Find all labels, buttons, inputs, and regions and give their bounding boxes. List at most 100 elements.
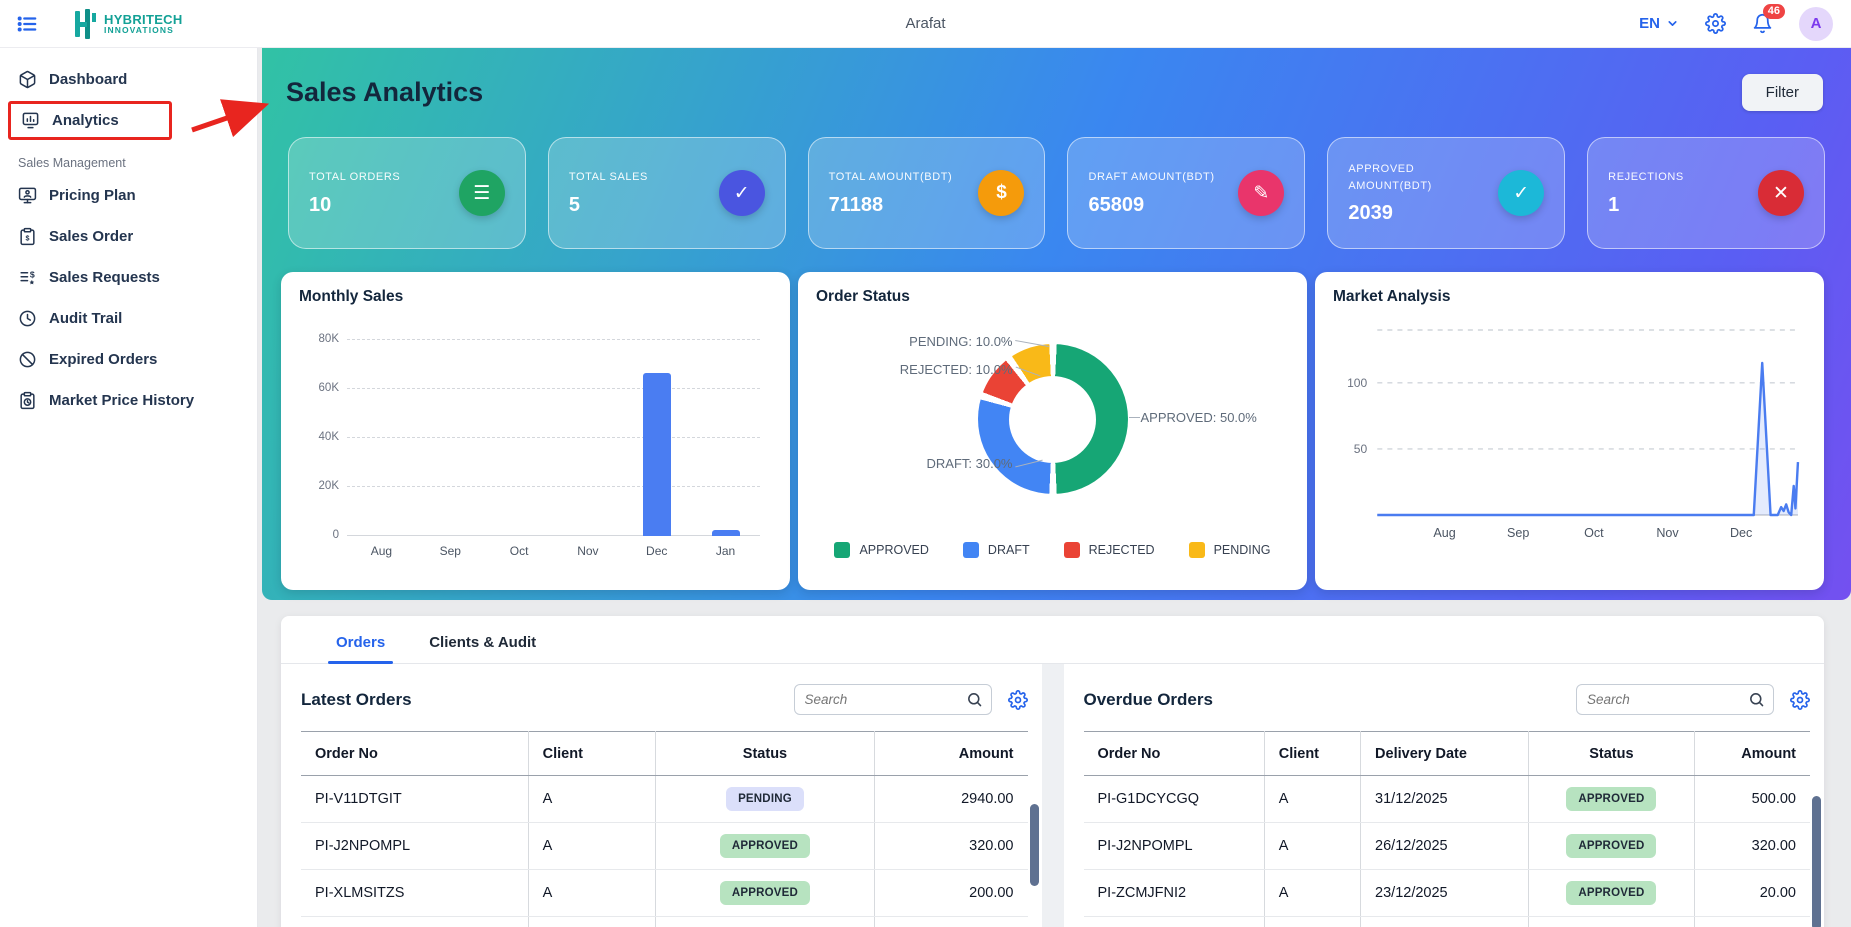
overdue-orders-title: Overdue Orders <box>1083 689 1213 709</box>
charts-row: Monthly Sales 80K 60K 40K 20K 0 Aug Sep Oct Nov… <box>258 272 1851 590</box>
stat-card-draft-amount-bdt: DRAFT AMOUNT(BDT) 65809 ✎ <box>1067 137 1306 249</box>
table-row[interactable]: PI-XLMSITZSA10/12/2025APPROVED200.00 <box>1083 916 1810 927</box>
table-cell: PI-G1DCYCGQ <box>1083 775 1265 823</box>
latest-orders-scrollbar[interactable] <box>1029 804 1039 886</box>
logo-line1: HYBRITECH <box>104 11 183 27</box>
overdue-orders-gear-icon[interactable] <box>1790 689 1810 710</box>
gridline: 40K <box>319 431 760 443</box>
sidebar-item-pricing-plan[interactable]: Pricing Plan <box>8 176 249 215</box>
sidebar-item-sales-order[interactable]: $ Sales Order <box>8 217 249 256</box>
overdue-orders-scrollbar[interactable] <box>1812 796 1821 927</box>
filter-button[interactable]: Filter <box>1741 74 1823 111</box>
sidebar-item-market-price-history[interactable]: Market Price History <box>8 381 249 420</box>
tab-orders[interactable]: Orders <box>327 634 394 664</box>
legend-label: APPROVED <box>859 543 929 557</box>
stat-card-rejections: REJECTIONS 1 ✕ <box>1587 137 1825 249</box>
sidebar-item-audit-trail[interactable]: Audit Trail <box>8 299 249 338</box>
table-cell: PI-7TF9XYDH <box>301 916 529 927</box>
expired-orders-icon <box>18 350 37 369</box>
chevron-down-icon <box>1668 21 1677 26</box>
stat-card-label: TOTAL AMOUNT(BDT) <box>828 171 953 184</box>
sidebar-section-label: Sales Management <box>18 156 126 170</box>
gridline: 0 <box>333 529 760 541</box>
sidebar-item-sales-requests[interactable]: $ Sales Requests <box>8 258 249 297</box>
column-header-delivery-date: Delivery Date <box>1360 731 1530 776</box>
status-badge: APPROVED <box>1566 881 1657 905</box>
tab-clients-audit[interactable]: Clients & Audit <box>429 634 537 651</box>
column-header-order-no: Order No <box>301 731 529 776</box>
svg-text:$: $ <box>30 270 35 280</box>
table-row[interactable]: PI-G1DCYCGQ A 31/12/2025 APPROVED 500.00 <box>1083 775 1810 823</box>
svg-text:Dec: Dec <box>1730 526 1752 540</box>
table-row[interactable]: PI-J2NPOMPL A APPROVED 320.00 <box>301 822 1028 870</box>
donut-callout-pending: PENDING: 10.0% <box>909 334 1013 349</box>
legend-item-approved: APPROVED <box>834 542 929 558</box>
overdue-orders-table: Order No Client Delivery Date Status Amount … <box>1083 731 1810 927</box>
latest-orders-search-input[interactable] <box>793 684 992 715</box>
legend-label: REJECTED <box>1088 543 1155 557</box>
stat-card-total-amount-bdt: TOTAL AMOUNT(BDT) 71188 $ <box>807 137 1046 249</box>
stat-card-total-sales: TOTAL SALES 5 ✓ <box>547 137 786 249</box>
table-row[interactable]: PI-ZCMJFNI2 A 23/12/2025 APPROVED 20.00 <box>1083 869 1810 917</box>
latest-orders-gear-icon[interactable] <box>1007 689 1028 710</box>
table-cell: 31/12/2025 <box>1360 775 1530 823</box>
table-cell: PI-J2NPOMPL <box>1083 822 1265 870</box>
orders-section: Orders Clients & Audit Latest Orders <box>281 616 1824 927</box>
order-status-legend: APPROVED DRAFT REJECTED PENDING <box>816 542 1289 558</box>
stat-card-text: APPROVED AMOUNT(BDT) 2039 <box>1348 161 1476 225</box>
avatar[interactable]: A <box>1799 6 1833 41</box>
sidebar-item-label: Analytics <box>52 112 119 129</box>
stat-card-text: TOTAL AMOUNT(BDT) 71188 <box>829 169 953 216</box>
table-cell: APPROVED <box>655 822 875 870</box>
table-cell: B <box>528 916 656 927</box>
menu-list-icon[interactable] <box>16 13 38 35</box>
table-cell: 320.00 <box>1694 822 1810 870</box>
search-icon[interactable] <box>1748 691 1765 713</box>
window-title: Arafat <box>905 15 946 32</box>
sidebar-item-expired-orders[interactable]: Expired Orders <box>8 340 249 379</box>
donut-ring <box>977 344 1128 494</box>
donut-callout-draft: DRAFT: 30.0% <box>926 456 1013 471</box>
chart-title-order-status: Order Status <box>816 288 910 305</box>
stat-card-label: TOTAL ORDERS <box>309 171 401 184</box>
x-tick-label: Nov <box>577 544 599 558</box>
logo[interactable]: HYBRITECH INNOVATIONS <box>72 8 183 39</box>
table-row[interactable]: PI-7TF9XYDHBREJECTED400.00 <box>301 916 1028 927</box>
table-cell: PI-XLMSITZS <box>1083 916 1265 927</box>
table-row[interactable]: PI-J2NPOMPL A 26/12/2025 APPROVED 320.00 <box>1083 822 1810 870</box>
table-cell: PENDING <box>655 775 875 823</box>
tabs: Orders Clients & Audit <box>281 616 1824 664</box>
overdue-orders-search-input[interactable] <box>1576 684 1774 715</box>
stat-card-value: 5 <box>568 193 580 216</box>
table-row[interactable]: PI-V11DTGIT A PENDING 2940.00 <box>301 775 1028 823</box>
status-badge: PENDING <box>726 787 804 811</box>
table-row[interactable]: PI-XLMSITZS A APPROVED 200.00 <box>301 869 1028 917</box>
gridline: 20K <box>319 480 760 492</box>
column-header-client: Client <box>528 731 656 776</box>
settings-gear-icon[interactable] <box>1705 13 1726 34</box>
donut-callout-approved: APPROVED: 50.0% <box>1140 410 1257 425</box>
legend-swatch <box>834 542 851 558</box>
svg-text:$: $ <box>26 234 30 242</box>
sidebar-item-dashboard[interactable]: Dashboard <box>8 60 249 99</box>
table-cell: APPROVED <box>655 869 875 917</box>
search-icon[interactable] <box>966 691 983 713</box>
column-header-status: Status <box>655 731 875 776</box>
stat-card-value: 65809 <box>1088 193 1145 216</box>
pencil-icon: ✎ <box>1238 170 1285 216</box>
table-cell: A <box>528 775 656 823</box>
stat-card-value: 1 <box>1608 193 1620 216</box>
svg-text:100: 100 <box>1347 376 1367 390</box>
market-analysis-card: Market Analysis 100 50 Aug Sep Oct Nov Dec <box>1315 272 1824 590</box>
x-tick-label: Sep <box>439 544 461 558</box>
table-cell: A <box>1264 775 1362 823</box>
status-badge: APPROVED <box>1566 787 1657 811</box>
table-cell: 2940.00 <box>874 775 1028 823</box>
sidebar-item-label: Audit Trail <box>49 310 123 327</box>
sidebar-item-label: Expired Orders <box>49 351 158 368</box>
language-selector[interactable]: EN <box>1639 15 1679 32</box>
order-status-donut-chart: APPROVED: 50.0% DRAFT: 30.0% REJECTED: 10.… <box>816 316 1289 520</box>
notifications-bell-icon[interactable]: 46 <box>1752 4 1785 34</box>
table-cell: APPROVED <box>1528 775 1695 823</box>
sidebar-item-analytics[interactable]: Analytics <box>8 101 172 140</box>
